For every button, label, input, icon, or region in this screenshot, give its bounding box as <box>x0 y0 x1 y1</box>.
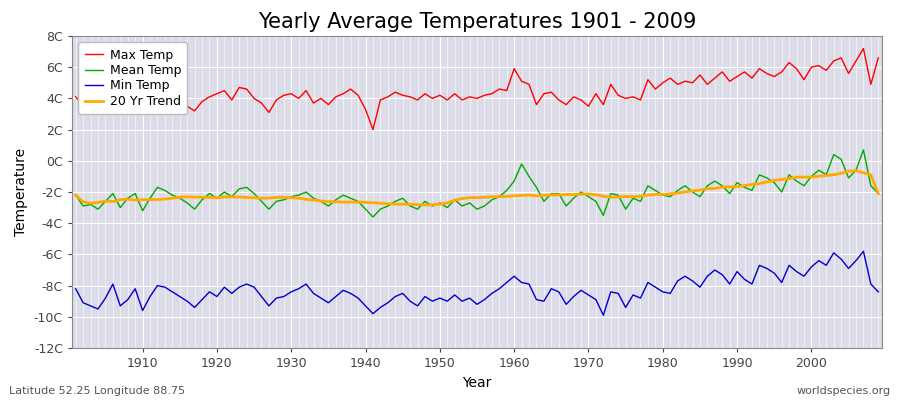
Min Temp <box>70 286 81 291</box>
Mean Temp <box>517 162 527 166</box>
20 Yr Trend <box>850 168 861 173</box>
Max Temp <box>130 102 140 107</box>
Max Temp <box>873 56 884 60</box>
Min Temp <box>873 290 884 294</box>
Max Temp <box>858 46 868 51</box>
Min Temp <box>508 274 519 279</box>
Legend: Max Temp, Mean Temp, Min Temp, 20 Yr Trend: Max Temp, Mean Temp, Min Temp, 20 Yr Tre… <box>78 42 187 114</box>
Title: Yearly Average Temperatures 1901 - 2009: Yearly Average Temperatures 1901 - 2009 <box>257 12 697 32</box>
Y-axis label: Temperature: Temperature <box>14 148 28 236</box>
20 Yr Trend <box>606 195 616 200</box>
20 Yr Trend <box>130 198 140 202</box>
Min Temp <box>598 313 608 318</box>
Line: Max Temp: Max Temp <box>76 48 878 130</box>
Mean Temp <box>367 214 378 219</box>
Max Temp <box>508 66 519 71</box>
Line: Min Temp: Min Temp <box>76 251 878 315</box>
Max Temp <box>338 91 348 96</box>
20 Yr Trend <box>338 200 348 204</box>
Max Temp <box>367 127 378 132</box>
Mean Temp <box>873 191 884 196</box>
20 Yr Trend <box>293 196 304 200</box>
Min Temp <box>130 286 140 291</box>
20 Yr Trend <box>873 191 884 196</box>
Max Temp <box>293 96 304 101</box>
Min Temp <box>338 288 348 293</box>
Min Temp <box>858 249 868 254</box>
Max Temp <box>606 82 616 87</box>
Line: 20 Yr Trend: 20 Yr Trend <box>76 171 878 205</box>
Mean Temp <box>508 179 519 184</box>
Mean Temp <box>858 148 868 152</box>
20 Yr Trend <box>70 193 81 198</box>
Min Temp <box>293 286 304 291</box>
Min Temp <box>501 280 512 285</box>
Mean Temp <box>293 193 304 198</box>
Text: worldspecies.org: worldspecies.org <box>796 386 891 396</box>
Max Temp <box>70 94 81 99</box>
20 Yr Trend <box>517 193 527 198</box>
Mean Temp <box>70 193 81 198</box>
Max Temp <box>517 79 527 84</box>
X-axis label: Year: Year <box>463 376 491 390</box>
Text: Latitude 52.25 Longitude 88.75: Latitude 52.25 Longitude 88.75 <box>9 386 185 396</box>
Mean Temp <box>338 193 348 198</box>
20 Yr Trend <box>419 202 430 207</box>
Mean Temp <box>606 191 616 196</box>
Mean Temp <box>130 191 140 196</box>
Line: Mean Temp: Mean Temp <box>76 150 878 217</box>
Min Temp <box>606 290 616 294</box>
20 Yr Trend <box>508 193 519 198</box>
